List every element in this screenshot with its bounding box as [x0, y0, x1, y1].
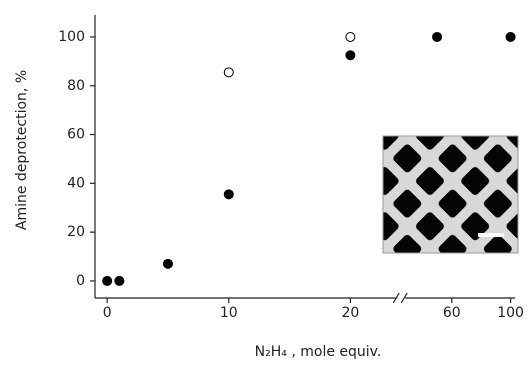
data-point	[163, 259, 172, 268]
y-tick-label: 40	[67, 175, 85, 191]
x-tick-label: 0	[103, 305, 112, 321]
x-tick-label: 10	[220, 305, 238, 321]
x-tick-label: 20	[341, 305, 359, 321]
y-tick-label: 20	[67, 224, 85, 240]
chart: N₂H₄ , mole equiv. Amine deprotection, %…	[0, 0, 528, 369]
data-point	[433, 32, 442, 41]
y-tick-label: 0	[76, 273, 85, 289]
x-tick-label: 60	[443, 305, 461, 321]
x-tick-label: 100	[497, 305, 524, 321]
x-axis-label: N₂H₄ , mole equiv.	[255, 344, 382, 360]
y-tick-label: 100	[58, 29, 85, 45]
data-point	[115, 276, 124, 285]
data-point	[506, 32, 515, 41]
y-tick-label: 80	[67, 78, 85, 94]
data-point	[103, 276, 112, 285]
data-point	[346, 32, 355, 41]
data-point	[224, 190, 233, 199]
y-axis-label: Amine deprotection, %	[14, 70, 30, 230]
y-tick-label: 60	[67, 127, 85, 143]
inset-micrograph	[383, 136, 518, 253]
data-point	[224, 68, 233, 77]
data-point	[346, 51, 355, 60]
